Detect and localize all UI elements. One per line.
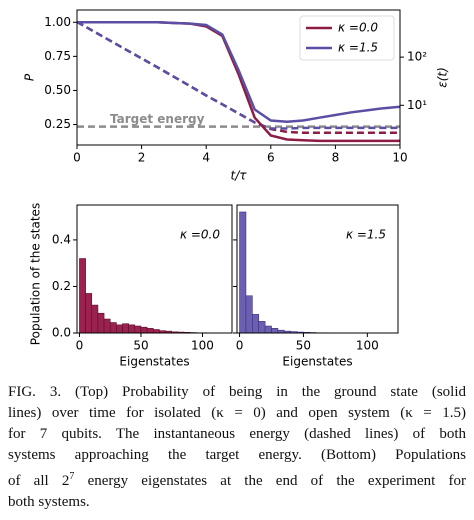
caption-line: systems approaching the target energy. (… bbox=[8, 445, 466, 466]
histogram-bar bbox=[146, 328, 154, 334]
histogram-bar bbox=[264, 325, 272, 334]
histogram-bar bbox=[79, 258, 86, 334]
legend-label: κ =0.0 bbox=[338, 21, 378, 35]
histogram-bar bbox=[252, 314, 260, 334]
histogram-bar bbox=[152, 329, 160, 334]
target-label: Target energy bbox=[110, 112, 205, 126]
x-axis-label: Eigenstates bbox=[119, 355, 189, 369]
caption-text: of all 2 bbox=[8, 473, 70, 489]
panel-annotation: κ =0.0 bbox=[180, 228, 220, 242]
x-tick-label: 0 bbox=[76, 339, 84, 353]
caption-text: lines) over time for isolated (κ = 0) an… bbox=[8, 405, 466, 421]
histogram-bar bbox=[103, 318, 111, 334]
y2-tick-label: 10¹ bbox=[407, 98, 427, 112]
x-tick-label: 0 bbox=[236, 339, 244, 353]
caption: FIG. 3. (Top) Probability of being in th… bbox=[8, 382, 466, 513]
plot-frame bbox=[236, 204, 399, 334]
x-tick-label: 50 bbox=[133, 339, 148, 353]
histogram-bar bbox=[128, 324, 136, 334]
plot-frame bbox=[76, 9, 401, 146]
caption-line: of all 27 energy eigenstates at the end … bbox=[8, 466, 466, 492]
histogram-bar bbox=[122, 323, 129, 334]
caption-text: both systems. bbox=[8, 494, 90, 510]
y-axis-label: Population of the states bbox=[29, 203, 43, 345]
caption-text: systems approaching the target energy. (… bbox=[8, 447, 466, 463]
x-tick-label: 6 bbox=[267, 151, 275, 165]
caption-line: for 7 qubits. The instantaneous energy (… bbox=[8, 424, 466, 445]
x-tick-label: 0 bbox=[73, 151, 81, 165]
caption-text: for 7 qubits. The instantaneous energy (… bbox=[8, 426, 466, 442]
caption-line: both systems. bbox=[8, 492, 466, 513]
x-tick-label: 100 bbox=[356, 339, 379, 353]
histogram-bar bbox=[85, 293, 93, 334]
x-tick-label: 4 bbox=[202, 151, 210, 165]
histogram-bar bbox=[97, 312, 105, 334]
y-tick-label: 0.25 bbox=[44, 117, 71, 131]
caption-superscript: 7 bbox=[69, 471, 75, 482]
panel-annotation: κ =1.5 bbox=[346, 228, 386, 242]
y-tick-label: 0.4 bbox=[52, 232, 71, 246]
y-axis-label: P bbox=[23, 73, 37, 81]
y-tick-label: 0.0 bbox=[52, 326, 71, 340]
x-tick-label: 2 bbox=[138, 151, 146, 165]
y2-axis-label: ε(t) bbox=[436, 67, 450, 88]
y-tick-label: 0.75 bbox=[44, 49, 71, 63]
energy-line bbox=[76, 20, 400, 130]
histogram-bar bbox=[239, 211, 247, 334]
probability-line bbox=[77, 21, 401, 124]
x-tick-label: 100 bbox=[191, 339, 214, 353]
caption-text: FIG. 3. (Top) Probability of being in th… bbox=[8, 384, 466, 400]
histogram-bar bbox=[245, 295, 253, 334]
x-axis-label: t/τ bbox=[231, 169, 248, 183]
x-tick-label: 10 bbox=[392, 151, 407, 165]
legend-label: κ =1.5 bbox=[338, 41, 378, 55]
caption-line: lines) over time for isolated (κ = 0) an… bbox=[8, 403, 466, 424]
y-tick-label: 0.50 bbox=[44, 83, 71, 97]
plot-frame bbox=[76, 204, 233, 334]
histogram-bar bbox=[109, 322, 117, 334]
caption-line: FIG. 3. (Top) Probability of being in th… bbox=[8, 382, 466, 403]
x-tick-label: 50 bbox=[296, 339, 311, 353]
y2-tick-label: 10² bbox=[407, 50, 427, 64]
histogram-bar bbox=[271, 328, 279, 334]
histogram-bar bbox=[140, 326, 148, 334]
histogram-bar bbox=[134, 325, 142, 334]
x-axis-label: Eigenstates bbox=[282, 355, 352, 369]
y-tick-label: 1.00 bbox=[44, 15, 71, 29]
x-tick-label: 8 bbox=[332, 151, 340, 165]
y-tick-label: 0.2 bbox=[52, 279, 71, 293]
figure: 0 2 4 6 8 10 0.25 0.50 0.75 1.00 10¹ 10² Target ener… bbox=[23, 9, 450, 369]
histogram-bar bbox=[258, 321, 266, 334]
histogram-bar bbox=[116, 324, 123, 334]
histogram-bar bbox=[91, 304, 99, 334]
caption-text: energy eigenstates at the end of the exp… bbox=[74, 473, 466, 489]
